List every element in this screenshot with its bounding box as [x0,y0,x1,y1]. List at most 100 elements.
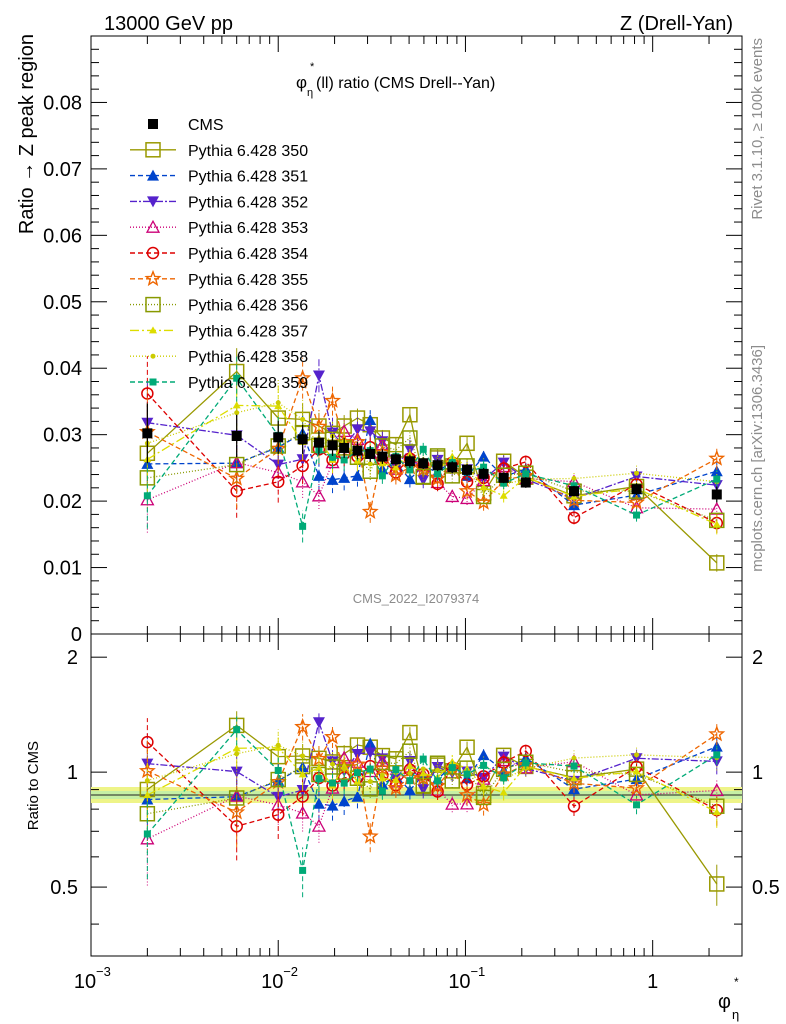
data-point [479,782,488,790]
data-point [387,779,405,796]
data-point [520,477,531,488]
data-point [634,752,640,758]
data-point [712,808,721,816]
data-point [391,463,400,471]
data-point [143,492,151,500]
data-point [143,830,151,838]
data-point [272,459,285,471]
data-point [329,779,337,787]
data-point [312,797,325,809]
data-point [709,876,725,892]
data-point [459,739,475,755]
data-point [298,770,307,778]
data-point [479,483,488,491]
legend-item-8: Pythia 6.428 358 [130,349,308,366]
data-point [228,456,245,473]
data-point [338,471,351,483]
data-point [448,452,457,460]
data-point [233,726,241,734]
process-label: Z (Drell-Yan) [620,13,733,35]
data-point [366,765,374,773]
legend-label: Pythia 6.428 359 [188,375,308,392]
data-point [631,484,642,495]
data-point [329,453,337,461]
data-point [142,428,153,439]
data-point [499,788,508,796]
data-point [295,474,310,488]
data-point [475,493,493,510]
y-tick-label: 0.08 [43,92,82,114]
legend-label: Pythia 6.428 353 [188,220,308,237]
data-point [231,430,242,441]
data-point [628,493,646,510]
data-point [341,766,347,772]
data-point [144,269,162,287]
legend-label: Pythia 6.428 350 [188,143,308,160]
data-point [228,803,246,820]
data-point [445,796,460,810]
ratio-y-tick-label: 0.5 [50,877,78,899]
data-point [379,772,385,778]
title-eta: η [307,87,313,99]
data-point [630,753,643,765]
data-point [351,790,364,802]
data-point [232,401,241,409]
data-point [708,449,726,466]
legend-item-2: Pythia 6.428 352 [130,194,308,211]
data-point [522,759,530,767]
data-point [391,775,400,783]
ratio-series-layer [138,711,726,906]
data-point [569,774,578,782]
data-point [330,761,336,767]
data-point [434,470,442,478]
ratio-series-9 [143,715,721,898]
data-point [145,219,161,233]
data-point [348,755,366,772]
data-point [294,369,312,386]
ratio-series-line [146,728,718,871]
y-tick-label: 0.02 [43,491,82,513]
title-star: * [310,61,315,73]
data-point [445,489,460,503]
data-point [312,717,325,729]
data-point [234,410,240,416]
x-axis-label: φ * η [718,975,739,1022]
data-point [299,522,307,530]
data-point [148,119,158,129]
data-point [711,489,722,500]
data-point [367,779,373,785]
data-point [713,751,721,759]
y-tick-label: 0.01 [43,558,82,580]
data-point [458,786,476,803]
x-tick-exponent: −3 [96,964,111,979]
x-tick-exponent: −1 [470,964,485,979]
data-point [326,427,339,439]
legend: CMS Pythia 6.428 350 Pythia 6.428 351 Pythi… [130,117,308,392]
x-label-star: * [734,975,739,989]
data-point [420,766,426,772]
main-series-layer [138,348,726,572]
ratio-y-tick-label-right: 1 [752,762,763,784]
data-point [365,448,376,459]
data-point [568,486,579,497]
data-point [326,799,339,811]
data-point [353,769,361,777]
data-point [145,142,161,158]
data-point [312,370,325,382]
data-point [567,511,581,524]
data-point [147,169,159,181]
data-point [338,795,351,807]
data-point [570,762,578,770]
data-point [406,777,414,785]
data-point [475,795,493,813]
data-point [378,472,386,480]
data-point [274,766,282,774]
data-point [364,426,377,438]
legend-item-9: Pythia 6.428 359 [130,375,308,392]
data-point [149,378,157,386]
series-line [147,404,718,525]
title-phi: φ [296,73,307,92]
data-point [403,473,416,485]
data-point [295,805,310,819]
data-point [629,787,644,801]
